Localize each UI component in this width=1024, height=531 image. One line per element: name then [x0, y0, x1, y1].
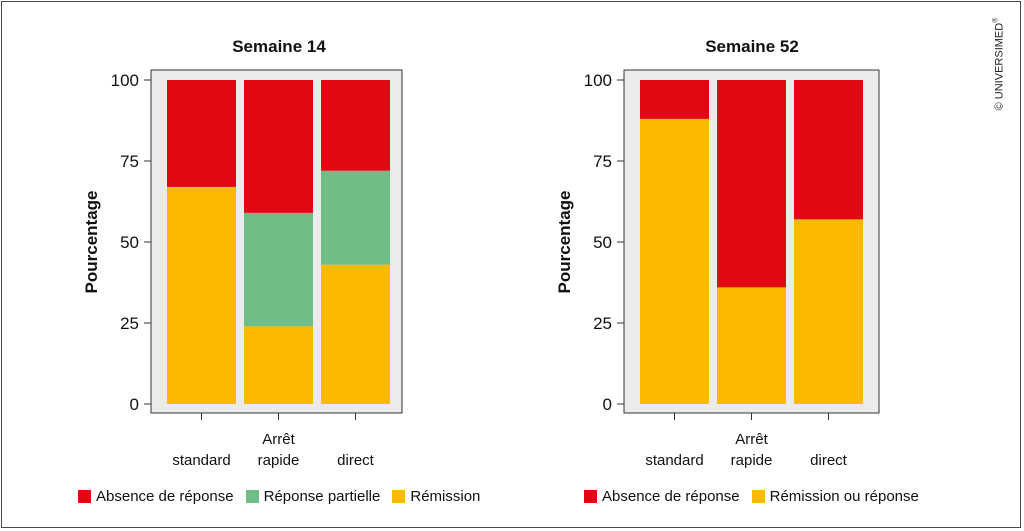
legend-swatch-absence-52	[584, 490, 597, 503]
bar-segment	[321, 264, 390, 404]
legend-item-absence: Absence de réponse	[78, 488, 234, 505]
y-tick-label: 50	[593, 233, 612, 252]
bar-segment	[167, 80, 236, 187]
legend-semaine-14: Absence de réponse Réponse partielle Rém…	[78, 488, 492, 505]
y-tick-label: 100	[111, 71, 139, 90]
legend-item-remission-reponse: Rémission ou réponse	[751, 488, 919, 505]
bar-segment	[321, 80, 390, 171]
x-tick-label: rapide	[731, 452, 773, 469]
x-tick-label: Arrêt	[735, 431, 768, 448]
chart-title: Semaine 14	[232, 37, 326, 56]
y-tick-label: 25	[120, 314, 139, 333]
bar-segment	[794, 80, 863, 220]
legend-swatch-remission-reponse	[751, 490, 765, 503]
x-tick-label: Arrêt	[262, 431, 295, 448]
bar-segment	[717, 80, 786, 288]
legend-swatch-partial	[245, 490, 259, 503]
y-tick-label: 50	[120, 233, 139, 252]
copyright-text: © UNIVERSIMED	[993, 22, 1006, 111]
y-axis-label: Pourcentage	[82, 191, 101, 294]
bar-segment	[244, 80, 313, 213]
legend-swatch-absence	[78, 490, 91, 503]
bar-segment	[640, 118, 709, 404]
y-tick-label: 100	[584, 71, 612, 90]
legend-label-remission: Rémission	[410, 488, 481, 505]
x-tick-label: standard	[645, 452, 703, 469]
bar-segment	[321, 170, 390, 265]
bar-segment	[167, 186, 236, 404]
registered-mark: ®	[992, 17, 1000, 23]
legend-label-absence-52: Absence de réponse	[602, 488, 740, 505]
bar-segment	[244, 212, 313, 327]
x-tick-label: standard	[172, 452, 230, 469]
legend-semaine-52: Absence de réponse Rémission ou réponse	[584, 488, 931, 505]
y-tick-label: 0	[603, 395, 612, 414]
y-axis-label: Pourcentage	[555, 191, 574, 294]
y-tick-label: 75	[593, 152, 612, 171]
chart-title: Semaine 52	[705, 37, 799, 56]
x-tick-label: rapide	[258, 452, 300, 469]
x-tick-label: direct	[810, 452, 848, 469]
x-tick-label: direct	[337, 452, 375, 469]
bar-segment	[794, 219, 863, 404]
legend-item-absence-52: Absence de réponse	[584, 488, 740, 505]
bar-segment	[640, 80, 709, 119]
y-tick-label: 75	[120, 152, 139, 171]
copyright-notice: © UNIVERSIMED®	[993, 18, 1006, 111]
bar-segment	[717, 287, 786, 404]
legend-label-absence: Absence de réponse	[96, 488, 234, 505]
legend-label-remission-reponse: Rémission ou réponse	[769, 488, 919, 505]
legend-swatch-remission	[392, 490, 406, 503]
bar-segment	[244, 326, 313, 404]
y-tick-label: 0	[130, 395, 139, 414]
legend-item-partial: Réponse partielle	[245, 488, 381, 505]
legend-label-partial: Réponse partielle	[263, 488, 381, 505]
legend-item-remission: Rémission	[392, 488, 480, 505]
y-tick-label: 25	[593, 314, 612, 333]
